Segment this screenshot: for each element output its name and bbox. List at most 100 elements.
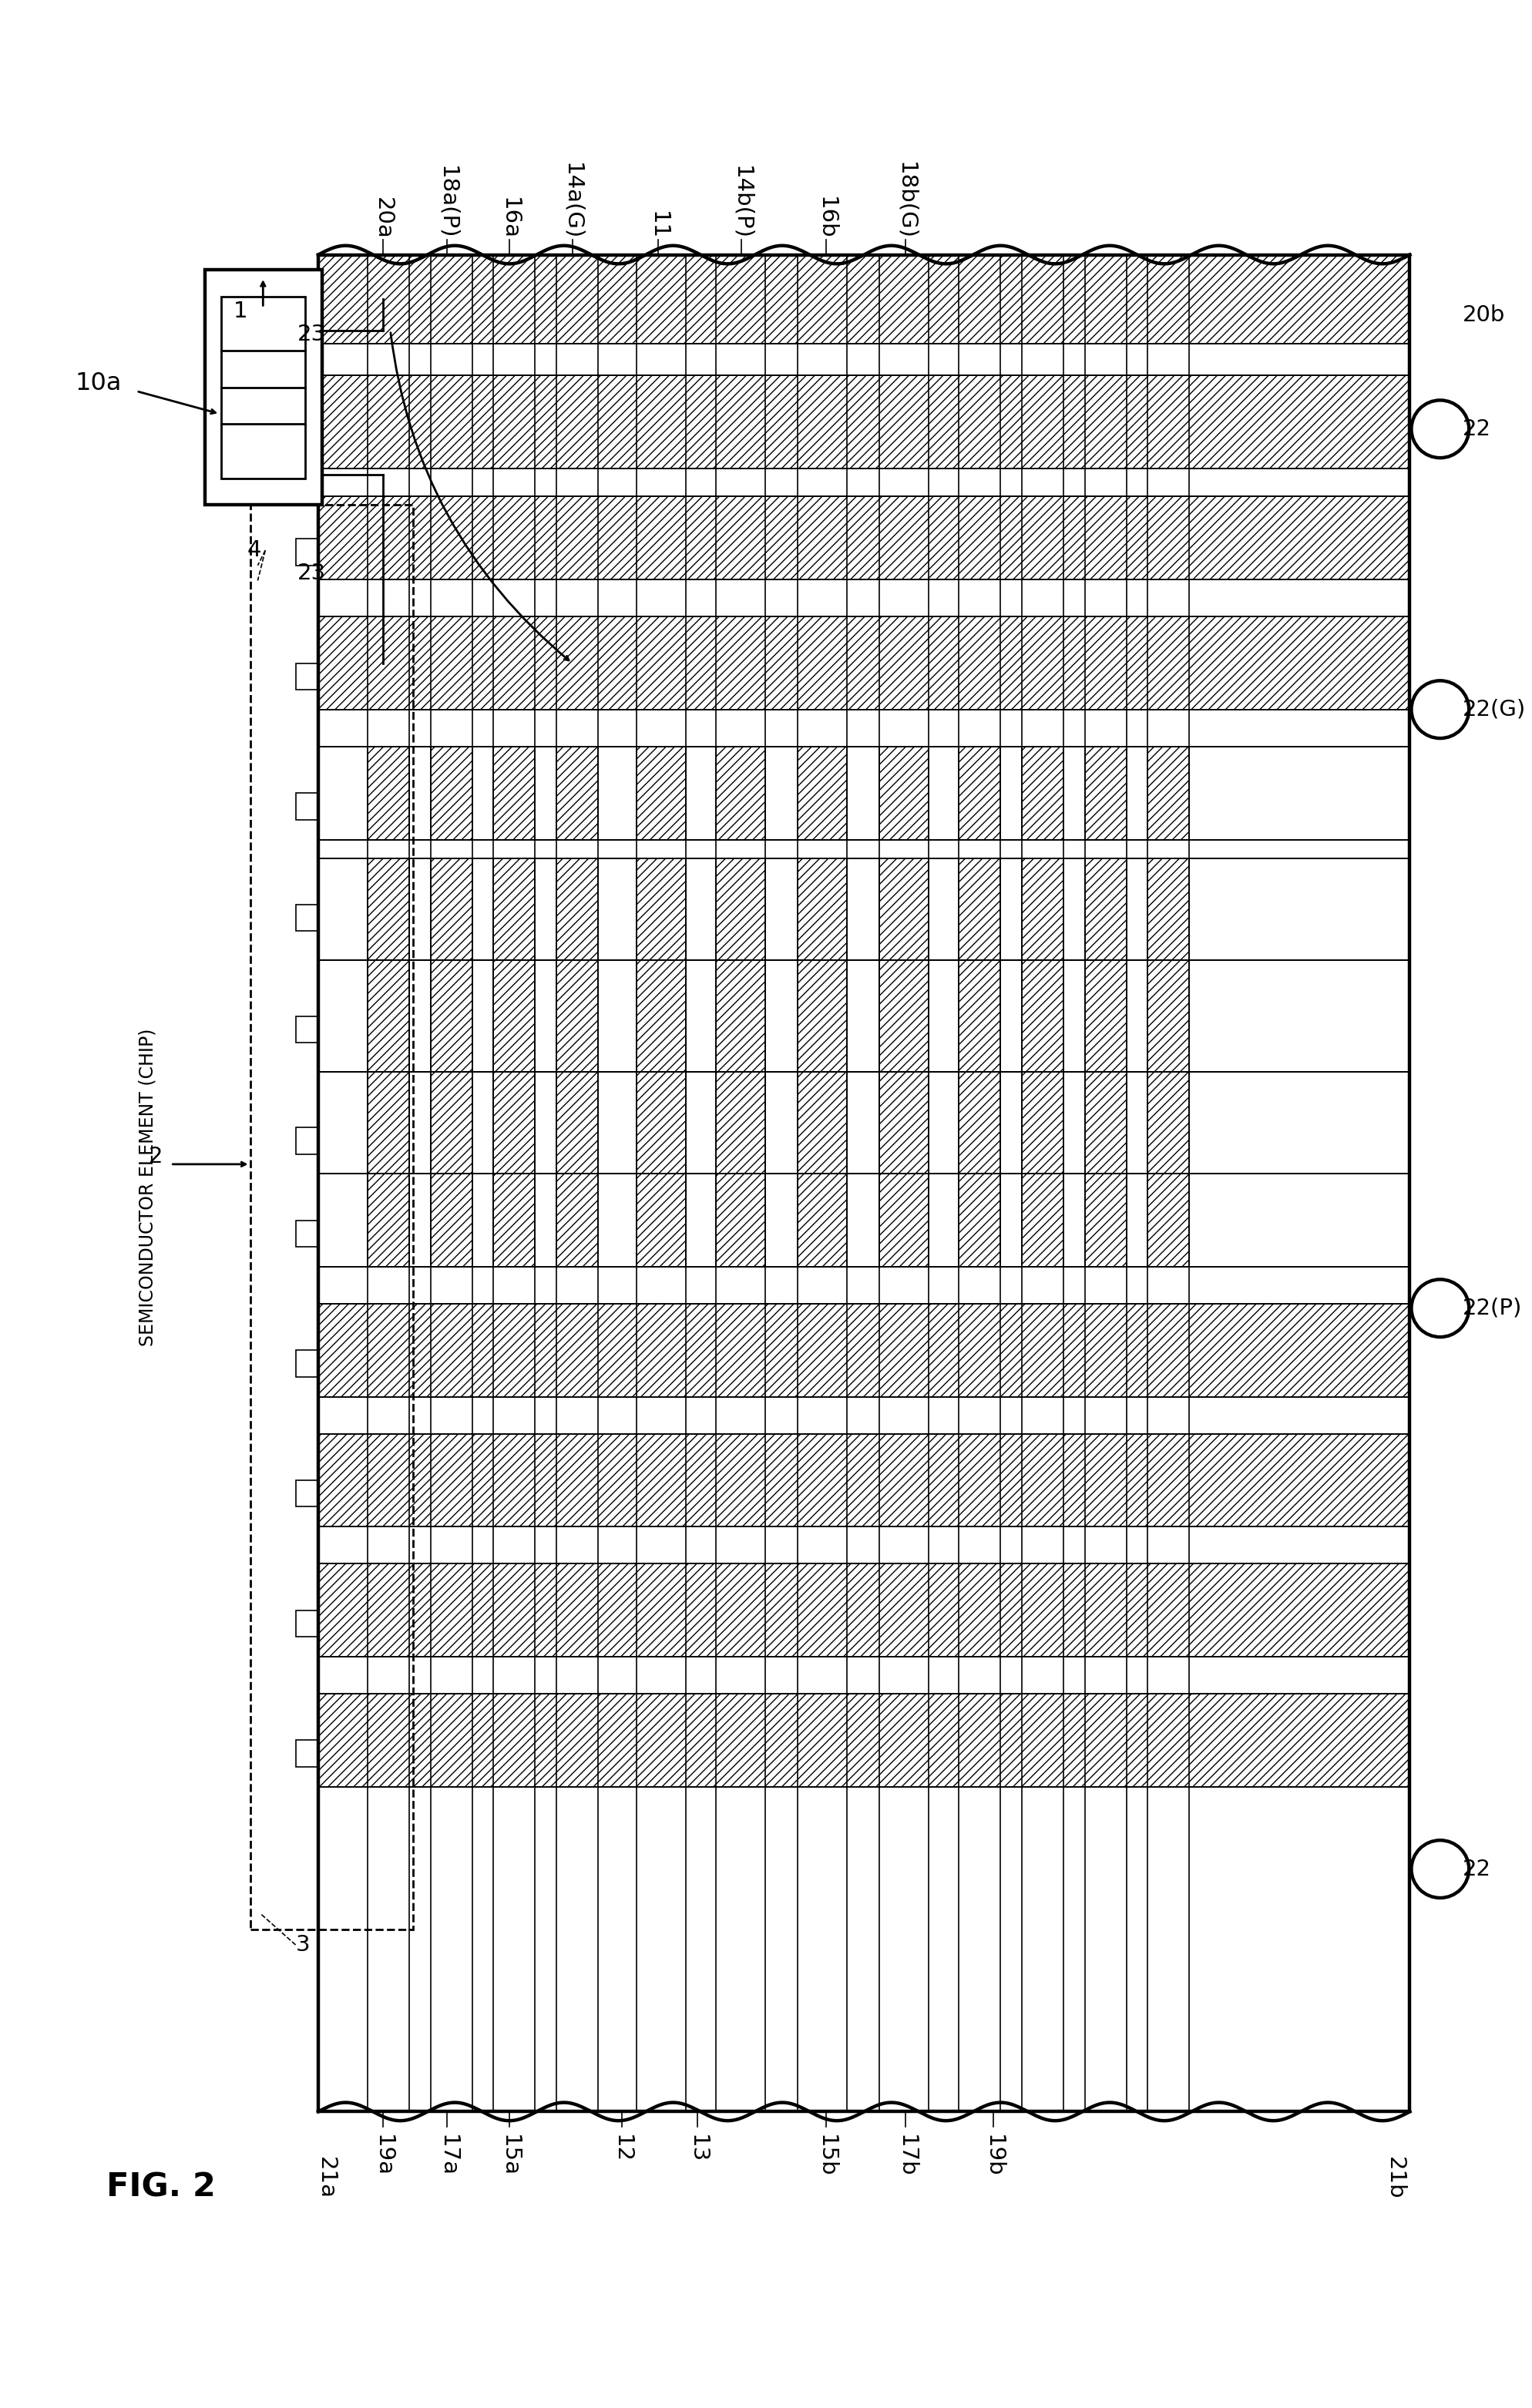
Bar — [296, 421, 319, 448]
Bar — [430, 1173, 472, 1267]
Bar — [959, 1072, 1000, 1173]
Bar — [319, 961, 1409, 1072]
Bar — [368, 1173, 409, 1267]
Bar — [296, 792, 319, 819]
Bar — [717, 961, 766, 1072]
Bar — [637, 1072, 686, 1173]
Bar — [221, 296, 305, 479]
Bar — [556, 1072, 597, 1173]
Text: 23: 23 — [297, 323, 326, 344]
Bar — [556, 746, 597, 840]
Bar — [1147, 857, 1189, 961]
Bar — [493, 1173, 535, 1267]
Text: 11: 11 — [647, 212, 668, 238]
Bar — [296, 1741, 319, 1767]
Bar — [1022, 961, 1063, 1072]
Bar — [637, 1173, 686, 1267]
Bar — [319, 1433, 1409, 1527]
Bar — [296, 539, 319, 566]
Bar — [319, 1563, 1409, 1657]
Bar — [368, 746, 409, 840]
Bar — [296, 299, 319, 325]
Bar — [1085, 1173, 1126, 1267]
Bar — [296, 1351, 319, 1377]
Text: 2: 2 — [149, 1146, 162, 1168]
Bar — [493, 746, 535, 840]
Bar — [717, 1173, 766, 1267]
Bar — [717, 857, 766, 961]
Text: 20b: 20b — [1463, 303, 1506, 325]
Text: 19b: 19b — [982, 2133, 1003, 2177]
Bar — [1022, 1173, 1063, 1267]
Bar — [368, 857, 409, 961]
Bar — [879, 1072, 928, 1173]
Text: SEMICONDUCTOR ELEMENT (CHIP): SEMICONDUCTOR ELEMENT (CHIP) — [138, 1028, 158, 1346]
Bar — [319, 746, 1409, 840]
Bar — [637, 746, 686, 840]
Bar — [1022, 857, 1063, 961]
Bar — [556, 961, 597, 1072]
Text: 21b: 21b — [1383, 2158, 1405, 2201]
Bar — [797, 1173, 847, 1267]
Text: 17b: 17b — [895, 2133, 916, 2177]
Bar — [319, 496, 1409, 580]
Text: 18b(G): 18b(G) — [895, 161, 916, 238]
Bar — [319, 1072, 1409, 1173]
Bar — [959, 746, 1000, 840]
Bar — [296, 905, 319, 932]
Bar — [959, 1173, 1000, 1267]
Bar — [879, 857, 928, 961]
Bar — [493, 857, 535, 961]
Text: 19a: 19a — [372, 2133, 394, 2177]
Bar — [319, 1693, 1409, 1787]
Bar — [319, 1173, 1409, 1267]
Bar — [797, 1072, 847, 1173]
Text: 23: 23 — [297, 561, 326, 583]
Bar — [879, 961, 928, 1072]
Bar — [319, 255, 1409, 344]
Bar — [879, 1173, 928, 1267]
Bar — [319, 1303, 1409, 1397]
Text: 22(P): 22(P) — [1463, 1298, 1523, 1320]
Bar — [1085, 746, 1126, 840]
Bar — [879, 746, 928, 840]
Bar — [556, 857, 597, 961]
Bar — [797, 961, 847, 1072]
Bar — [296, 1127, 319, 1153]
Text: 10a: 10a — [75, 371, 121, 395]
Text: 21a: 21a — [316, 2158, 337, 2199]
Text: 14a(G): 14a(G) — [562, 161, 584, 238]
Bar — [430, 961, 472, 1072]
Bar — [319, 616, 1409, 710]
Bar — [1147, 1173, 1189, 1267]
Text: 18a(P): 18a(P) — [437, 166, 458, 238]
Bar — [296, 662, 319, 689]
Bar — [1147, 961, 1189, 1072]
Text: 14b(P): 14b(P) — [731, 166, 752, 238]
Bar — [1022, 746, 1063, 840]
Text: 20a: 20a — [372, 197, 394, 238]
Text: 3: 3 — [296, 1934, 309, 1955]
Text: 16b: 16b — [815, 197, 836, 238]
Bar — [1085, 1072, 1126, 1173]
Text: 1: 1 — [233, 301, 248, 323]
Bar — [250, 506, 414, 1929]
Bar — [319, 376, 1409, 467]
Text: 22: 22 — [1463, 419, 1492, 441]
Text: 17a: 17a — [437, 2133, 458, 2177]
Bar — [296, 1016, 319, 1043]
Bar — [493, 1072, 535, 1173]
Bar — [430, 1072, 472, 1173]
Text: 13: 13 — [686, 2133, 708, 2162]
Bar — [1085, 857, 1126, 961]
Text: 22(G): 22(G) — [1463, 698, 1526, 720]
Bar — [1022, 1072, 1063, 1173]
Text: 16a: 16a — [498, 197, 521, 238]
Text: 15b: 15b — [815, 2133, 836, 2177]
Bar — [717, 746, 766, 840]
Bar — [959, 857, 1000, 961]
Bar — [296, 1611, 319, 1637]
Bar — [493, 961, 535, 1072]
Bar — [717, 1072, 766, 1173]
Bar — [430, 857, 472, 961]
